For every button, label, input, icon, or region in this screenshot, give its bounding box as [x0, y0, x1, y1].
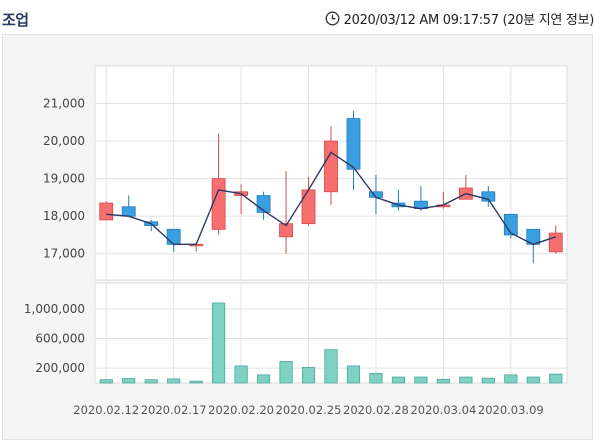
volume-bar [549, 373, 563, 384]
volume-bar [414, 376, 428, 384]
volume-y-tick-label: 600,000 [35, 332, 85, 346]
price-y-tick-label: 21,000 [43, 97, 85, 111]
volume-bar [391, 376, 406, 384]
clock-icon [325, 11, 340, 26]
candle-body [324, 140, 338, 193]
volume-bar [212, 302, 226, 384]
volume-bar [481, 377, 495, 384]
candle-body [166, 228, 181, 245]
volume-bar [234, 365, 248, 384]
candle-body [548, 232, 563, 253]
candle-body [211, 178, 226, 230]
candle-body [279, 223, 293, 238]
candle-body [346, 118, 361, 170]
x-tick-label: 2020.02.12 [73, 403, 139, 417]
volume-bar [144, 379, 158, 384]
x-tick-label: 2020.02.17 [141, 403, 207, 417]
candle-body [503, 213, 518, 236]
price-y-tick-label: 19,000 [43, 172, 85, 186]
candle-body [99, 202, 114, 221]
volume-bar [436, 378, 450, 384]
candle-body [481, 191, 496, 202]
volume-bar [324, 349, 338, 384]
price-y-tick-label: 20,000 [43, 134, 85, 148]
timestamp-display: 2020/03/12 AM 09:17:57 (20분 지연 정보) [325, 9, 594, 28]
volume-bar [279, 361, 293, 384]
volume-y-tick-label: 200,000 [35, 361, 85, 375]
stock-name: 조업 [2, 11, 29, 29]
price-trend-line [106, 151, 556, 246]
x-tick-label: 2020.03.09 [478, 403, 544, 417]
volume-bar [526, 376, 540, 384]
volume-bar [256, 374, 271, 384]
candle-body [301, 189, 316, 225]
x-tick-label: 2020.03.04 [410, 403, 476, 417]
x-tick-label: 2020.02.28 [343, 403, 409, 417]
candle-body [121, 206, 136, 217]
volume-bar [369, 372, 383, 384]
volume-bar [346, 365, 361, 384]
volume-bar [167, 378, 181, 384]
volume-bar [189, 380, 203, 384]
volume-bar [301, 367, 316, 384]
x-tick-label: 2020.02.20 [208, 403, 274, 417]
volume-bar [504, 374, 518, 384]
price-y-tick-label: 18,000 [43, 209, 85, 223]
timestamp-text: 2020/03/12 AM 09:17:57 (20분 지연 정보) [343, 13, 595, 28]
volume-y-tick-label: 1,000,000 [24, 302, 85, 316]
price-y-tick-label: 17,000 [43, 247, 85, 261]
volume-bar [99, 379, 113, 384]
x-tick-label: 2020.02.25 [276, 403, 342, 417]
volume-bar [122, 378, 136, 384]
volume-bar [459, 376, 473, 384]
